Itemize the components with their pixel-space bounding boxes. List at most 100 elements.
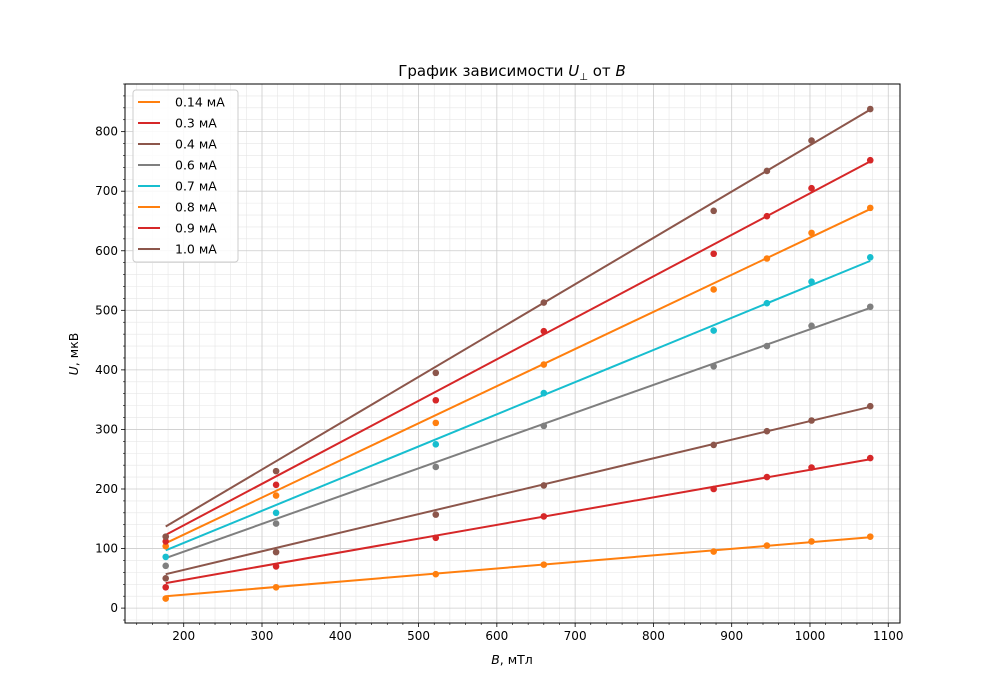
data-point-s7-7 (808, 184, 815, 192)
data-point-s7-2 (272, 481, 280, 489)
data-point-s4-6 (763, 342, 771, 350)
data-point-s6-7 (808, 229, 815, 237)
fit-line-3 (165, 405, 871, 576)
fit-line-1 (165, 536, 871, 598)
x-axis-ticks: 200 300 400 500 600 700 800 900 1000 1100 (136, 623, 904, 643)
legend-label: 0.14 мА (175, 95, 225, 110)
data-point-s5-2 (272, 509, 280, 517)
data-point-s1-2 (272, 583, 280, 591)
y-tick-label: 500 (95, 303, 118, 317)
y-tick-label: 200 (95, 482, 118, 496)
y-tick-label: 300 (95, 422, 118, 436)
x-tick-label: 400 (329, 629, 352, 643)
data-point-s5-1 (162, 553, 170, 561)
legend-label: 0.3 мА (175, 116, 217, 131)
data-point-s3-8 (866, 402, 874, 410)
data-point-s6-6 (763, 255, 771, 262)
data-point-s1-8 (866, 533, 874, 540)
data-point-s2-1 (162, 583, 170, 591)
data-point-s4-8 (866, 303, 874, 311)
data-point-s8-1 (162, 533, 170, 540)
data-point-s4-5 (710, 363, 717, 370)
fit-lines (165, 108, 871, 598)
data-point-s6-8 (866, 204, 874, 212)
data-point-s2-4 (540, 513, 548, 520)
data-point-s6-4 (540, 361, 548, 368)
data-point-s7-6 (763, 212, 771, 220)
data-point-s3-5 (710, 441, 717, 449)
y-tick-label: 600 (95, 244, 118, 258)
data-point-s7-5 (710, 250, 717, 258)
data-points (162, 105, 874, 602)
data-point-s1-6 (763, 542, 771, 549)
data-point-s6-2 (272, 492, 280, 499)
data-point-s3-1 (162, 575, 170, 582)
data-point-s3-2 (272, 548, 280, 556)
data-point-s4-3 (432, 463, 440, 471)
data-point-s7-4 (540, 327, 548, 335)
y-tick-label: 400 (95, 363, 118, 377)
data-point-s8-8 (866, 105, 874, 113)
data-point-s6-1 (162, 542, 170, 550)
data-point-s7-1 (162, 538, 170, 545)
x-tick-label: 700 (564, 629, 587, 643)
data-point-s8-7 (808, 137, 815, 144)
data-point-s4-1 (162, 562, 170, 570)
y-tick-label: 100 (95, 542, 118, 556)
data-point-s6-5 (710, 286, 717, 293)
data-point-s2-3 (432, 534, 440, 542)
legend: 0.14 мА 0.3 мА 0.4 мА 0.6 мА 0.7 мА 0.8 мА 0.9… (132, 89, 239, 263)
fit-line-2 (165, 458, 871, 585)
x-tick-label: 800 (642, 629, 665, 643)
data-point-s3-4 (540, 482, 548, 489)
chart-title: График зависимости U⊥ от B (398, 62, 625, 83)
fit-line-4 (165, 306, 871, 560)
y-tick-label: 0 (110, 601, 118, 615)
x-tick-label: 900 (720, 629, 743, 643)
data-point-s1-1 (162, 595, 170, 602)
data-point-s1-3 (432, 570, 440, 578)
data-point-s5-8 (866, 254, 874, 261)
legend-label: 0.6 мА (175, 158, 217, 173)
data-point-s5-3 (432, 441, 440, 448)
data-point-s7-3 (432, 396, 440, 404)
data-point-s2-7 (808, 464, 815, 471)
data-point-s6-3 (432, 419, 440, 427)
data-point-s4-2 (272, 520, 280, 527)
legend-box (132, 89, 239, 263)
data-point-s8-6 (763, 167, 771, 175)
legend-label: 0.8 мА (175, 200, 217, 215)
data-point-s2-8 (866, 454, 874, 462)
legend-label: 1.0 мА (175, 242, 217, 257)
y-tick-label: 700 (95, 184, 118, 198)
data-point-s2-6 (763, 473, 771, 481)
data-point-s7-8 (866, 156, 874, 164)
x-tick-label: 1100 (873, 629, 904, 643)
fit-line-6 (165, 208, 871, 545)
data-point-s8-2 (272, 467, 280, 475)
x-tick-label: 1000 (795, 629, 826, 643)
data-point-s3-7 (808, 417, 815, 424)
data-point-s1-4 (540, 561, 548, 568)
data-point-s3-3 (432, 511, 440, 518)
data-point-s5-4 (540, 389, 548, 397)
major-grid (125, 84, 900, 623)
x-tick-label: 200 (172, 629, 195, 643)
legend-label: 0.4 мА (175, 137, 217, 152)
y-axis-label: U, мкВ (66, 333, 81, 376)
legend-label: 0.7 мА (175, 179, 217, 194)
x-tick-label: 600 (485, 629, 508, 643)
data-point-s5-6 (763, 299, 771, 307)
x-axis-label: B, мТл (491, 652, 533, 667)
data-point-s8-5 (710, 207, 717, 215)
fit-line-5 (165, 259, 871, 552)
fit-line-7 (165, 160, 871, 536)
data-point-s1-7 (808, 538, 815, 545)
y-axis-ticks: 0 100 200 300 400 500 600 700 800 (95, 83, 125, 621)
x-tick-label: 500 (407, 629, 430, 643)
data-point-s2-2 (272, 563, 280, 570)
data-point-s3-6 (763, 427, 771, 435)
data-point-s8-4 (540, 299, 548, 306)
y-tick-label: 800 (95, 125, 118, 139)
